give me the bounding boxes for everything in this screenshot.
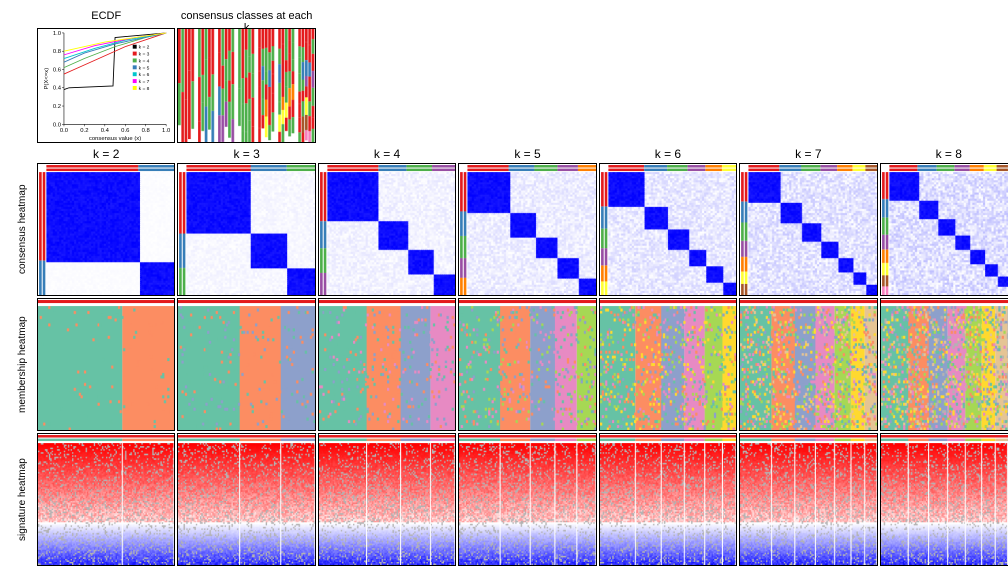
signature-heatmap-k6	[599, 433, 737, 566]
svg-text:consensus value (x): consensus value (x)	[89, 136, 141, 142]
signature-heatmap-k3	[177, 433, 315, 566]
svg-text:k = 3: k = 3	[139, 52, 150, 58]
membership-heatmap-k5	[458, 298, 596, 431]
signature-row-label: signature heatmap	[10, 433, 35, 566]
k-label: k = 5	[458, 145, 596, 161]
signature-heatmap-k7	[739, 433, 877, 566]
svg-text:0.2: 0.2	[80, 128, 88, 134]
signature-heatmap-k5	[458, 433, 596, 566]
k-label: k = 7	[739, 145, 877, 161]
k-label: k = 6	[599, 145, 737, 161]
svg-text:P(X<=x): P(X<=x)	[44, 68, 50, 90]
ecdf-title: ECDF	[37, 10, 175, 26]
k-label: k = 3	[177, 145, 315, 161]
svg-text:k = 6: k = 6	[139, 72, 150, 78]
membership-row-label: membership heatmap	[10, 298, 35, 431]
membership-heatmap-k6	[599, 298, 737, 431]
membership-heatmap-k8	[880, 298, 1008, 431]
consensus-row-label: consensus heatmap	[10, 163, 35, 296]
svg-text:k = 2: k = 2	[139, 45, 150, 51]
svg-text:k = 8: k = 8	[139, 86, 150, 92]
svg-text:k = 4: k = 4	[139, 58, 150, 64]
k-label: k = 2	[37, 145, 175, 161]
consensus-heatmap-k6	[599, 163, 737, 296]
membership-heatmap-k3	[177, 298, 315, 431]
ecdf-plot: 0.0 0.2 0.4 0.6 0.8 1.0 0.0 0.2 0.4 0.6 0.8 1.0 cons…	[37, 28, 175, 143]
consensus-classes-title: consensus classes at each k	[177, 10, 315, 26]
svg-text:0.8: 0.8	[53, 49, 62, 55]
svg-text:k = 7: k = 7	[139, 79, 150, 85]
consensus-heatmap-k5	[458, 163, 596, 296]
consensus-heatmap-k3	[177, 163, 315, 296]
svg-text:0.2: 0.2	[53, 104, 61, 110]
consensus-classes-plot	[177, 28, 315, 143]
k-label: k = 4	[318, 145, 456, 161]
svg-text:0.0: 0.0	[53, 122, 62, 128]
svg-text:k = 5: k = 5	[139, 65, 150, 71]
consensus-heatmap-k4	[318, 163, 456, 296]
signature-heatmap-k8	[880, 433, 1008, 566]
signature-heatmap-k4	[318, 433, 456, 566]
consensus-heatmap-k7	[739, 163, 877, 296]
k-label: k = 8	[880, 145, 1008, 161]
svg-text:0.4: 0.4	[53, 86, 62, 92]
consensus-heatmap-k8	[880, 163, 1008, 296]
svg-text:0.8: 0.8	[142, 128, 151, 134]
svg-text:1.0: 1.0	[53, 31, 62, 37]
svg-text:1.0: 1.0	[162, 128, 171, 134]
membership-heatmap-k7	[739, 298, 877, 431]
consensus-heatmap-k2	[37, 163, 175, 296]
signature-heatmap-k2	[37, 433, 175, 566]
svg-text:0.4: 0.4	[101, 128, 110, 134]
svg-text:0.0: 0.0	[60, 128, 69, 134]
svg-text:0.6: 0.6	[53, 67, 62, 73]
svg-text:0.6: 0.6	[121, 128, 130, 134]
membership-heatmap-k2	[37, 298, 175, 431]
membership-heatmap-k4	[318, 298, 456, 431]
